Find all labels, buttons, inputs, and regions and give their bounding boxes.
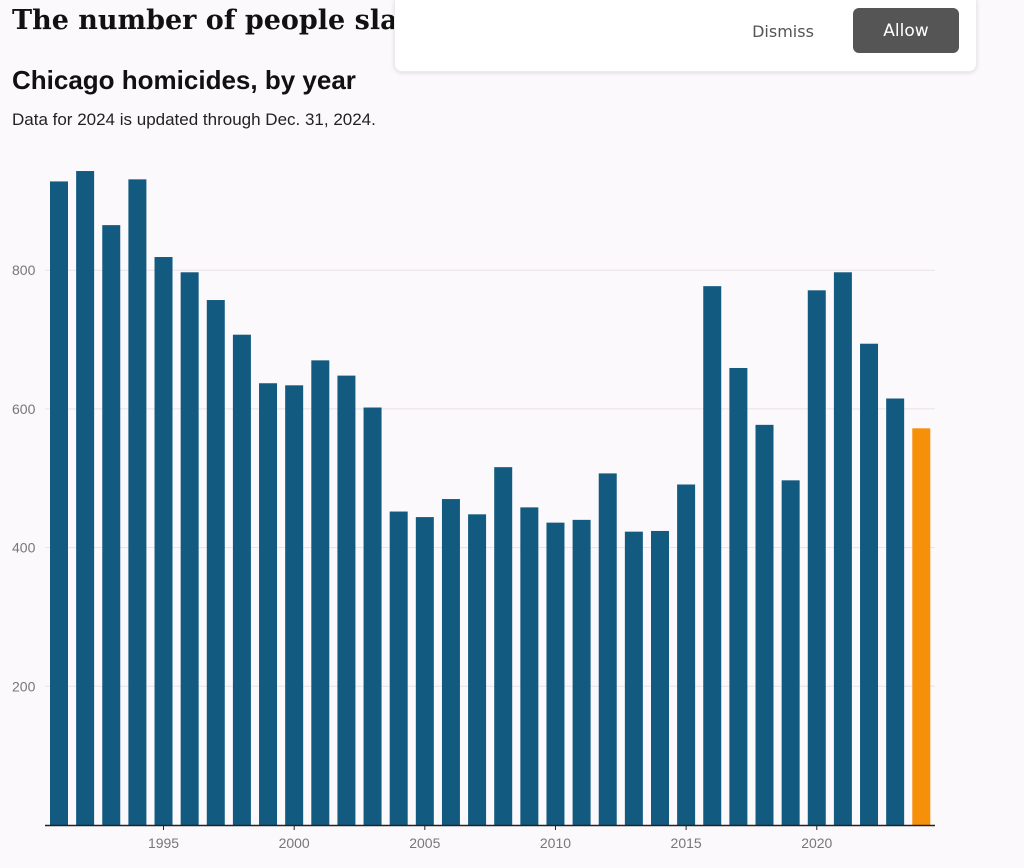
bar-2019 <box>781 480 800 825</box>
bar-2014 <box>650 530 669 825</box>
x-tick-label: 1995 <box>148 835 179 851</box>
bar-1993 <box>102 225 121 825</box>
bar-2004 <box>389 511 408 825</box>
dismiss-button[interactable]: Dismiss <box>735 9 831 53</box>
y-tick-label: 400 <box>12 540 36 556</box>
bar-1999 <box>259 383 278 825</box>
bar-2017 <box>729 367 748 825</box>
bar-2001 <box>311 360 330 825</box>
x-tick-label: 2000 <box>279 835 310 851</box>
bar-2022 <box>860 343 879 825</box>
bar-1992 <box>76 171 95 826</box>
y-tick-label: 200 <box>12 678 36 694</box>
bars <box>50 171 931 826</box>
bar-1991 <box>50 181 68 825</box>
bar-2010 <box>546 522 565 825</box>
y-tick-label: 600 <box>12 401 36 417</box>
chart-title: Chicago homicides, by year <box>12 65 356 95</box>
bar-2015 <box>677 484 696 825</box>
axes: 200 400 600 800 1995 2000 2005 2010 2015 2020 <box>12 262 935 851</box>
x-tick-label: 2005 <box>409 835 440 851</box>
bar-2009 <box>520 507 539 825</box>
gridlines <box>45 269 935 687</box>
bar-1998 <box>232 334 251 825</box>
bar-1994 <box>128 179 147 825</box>
bar-2013 <box>624 531 643 825</box>
bar-1996 <box>180 272 199 825</box>
bar-2008 <box>494 467 513 825</box>
x-tick-label: 2015 <box>671 835 702 851</box>
bar-2007 <box>468 514 487 825</box>
bar-1995 <box>154 257 173 825</box>
bar-2020 <box>807 290 826 825</box>
bar-2002 <box>337 375 356 825</box>
x-tick-label: 2010 <box>540 835 571 851</box>
permission-banner: Dismiss Allow <box>394 0 977 72</box>
bar-2016 <box>703 286 722 825</box>
x-tick-label: 2020 <box>801 835 832 851</box>
y-tick-label: 800 <box>12 262 36 278</box>
bar-2023 <box>886 398 905 825</box>
bar-2018 <box>755 424 774 825</box>
bar-2005 <box>415 517 434 825</box>
bar-2012 <box>598 473 617 825</box>
bar-2006 <box>441 499 460 825</box>
allow-button[interactable]: Allow <box>853 8 959 53</box>
chart-subtitle: Data for 2024 is updated through Dec. 31… <box>12 110 376 129</box>
bar-1997 <box>206 300 225 825</box>
bar-2011 <box>572 519 591 825</box>
bar-2021 <box>833 272 852 825</box>
bar-2024 <box>912 428 931 825</box>
bar-2000 <box>285 385 304 825</box>
bar-2003 <box>363 407 382 825</box>
